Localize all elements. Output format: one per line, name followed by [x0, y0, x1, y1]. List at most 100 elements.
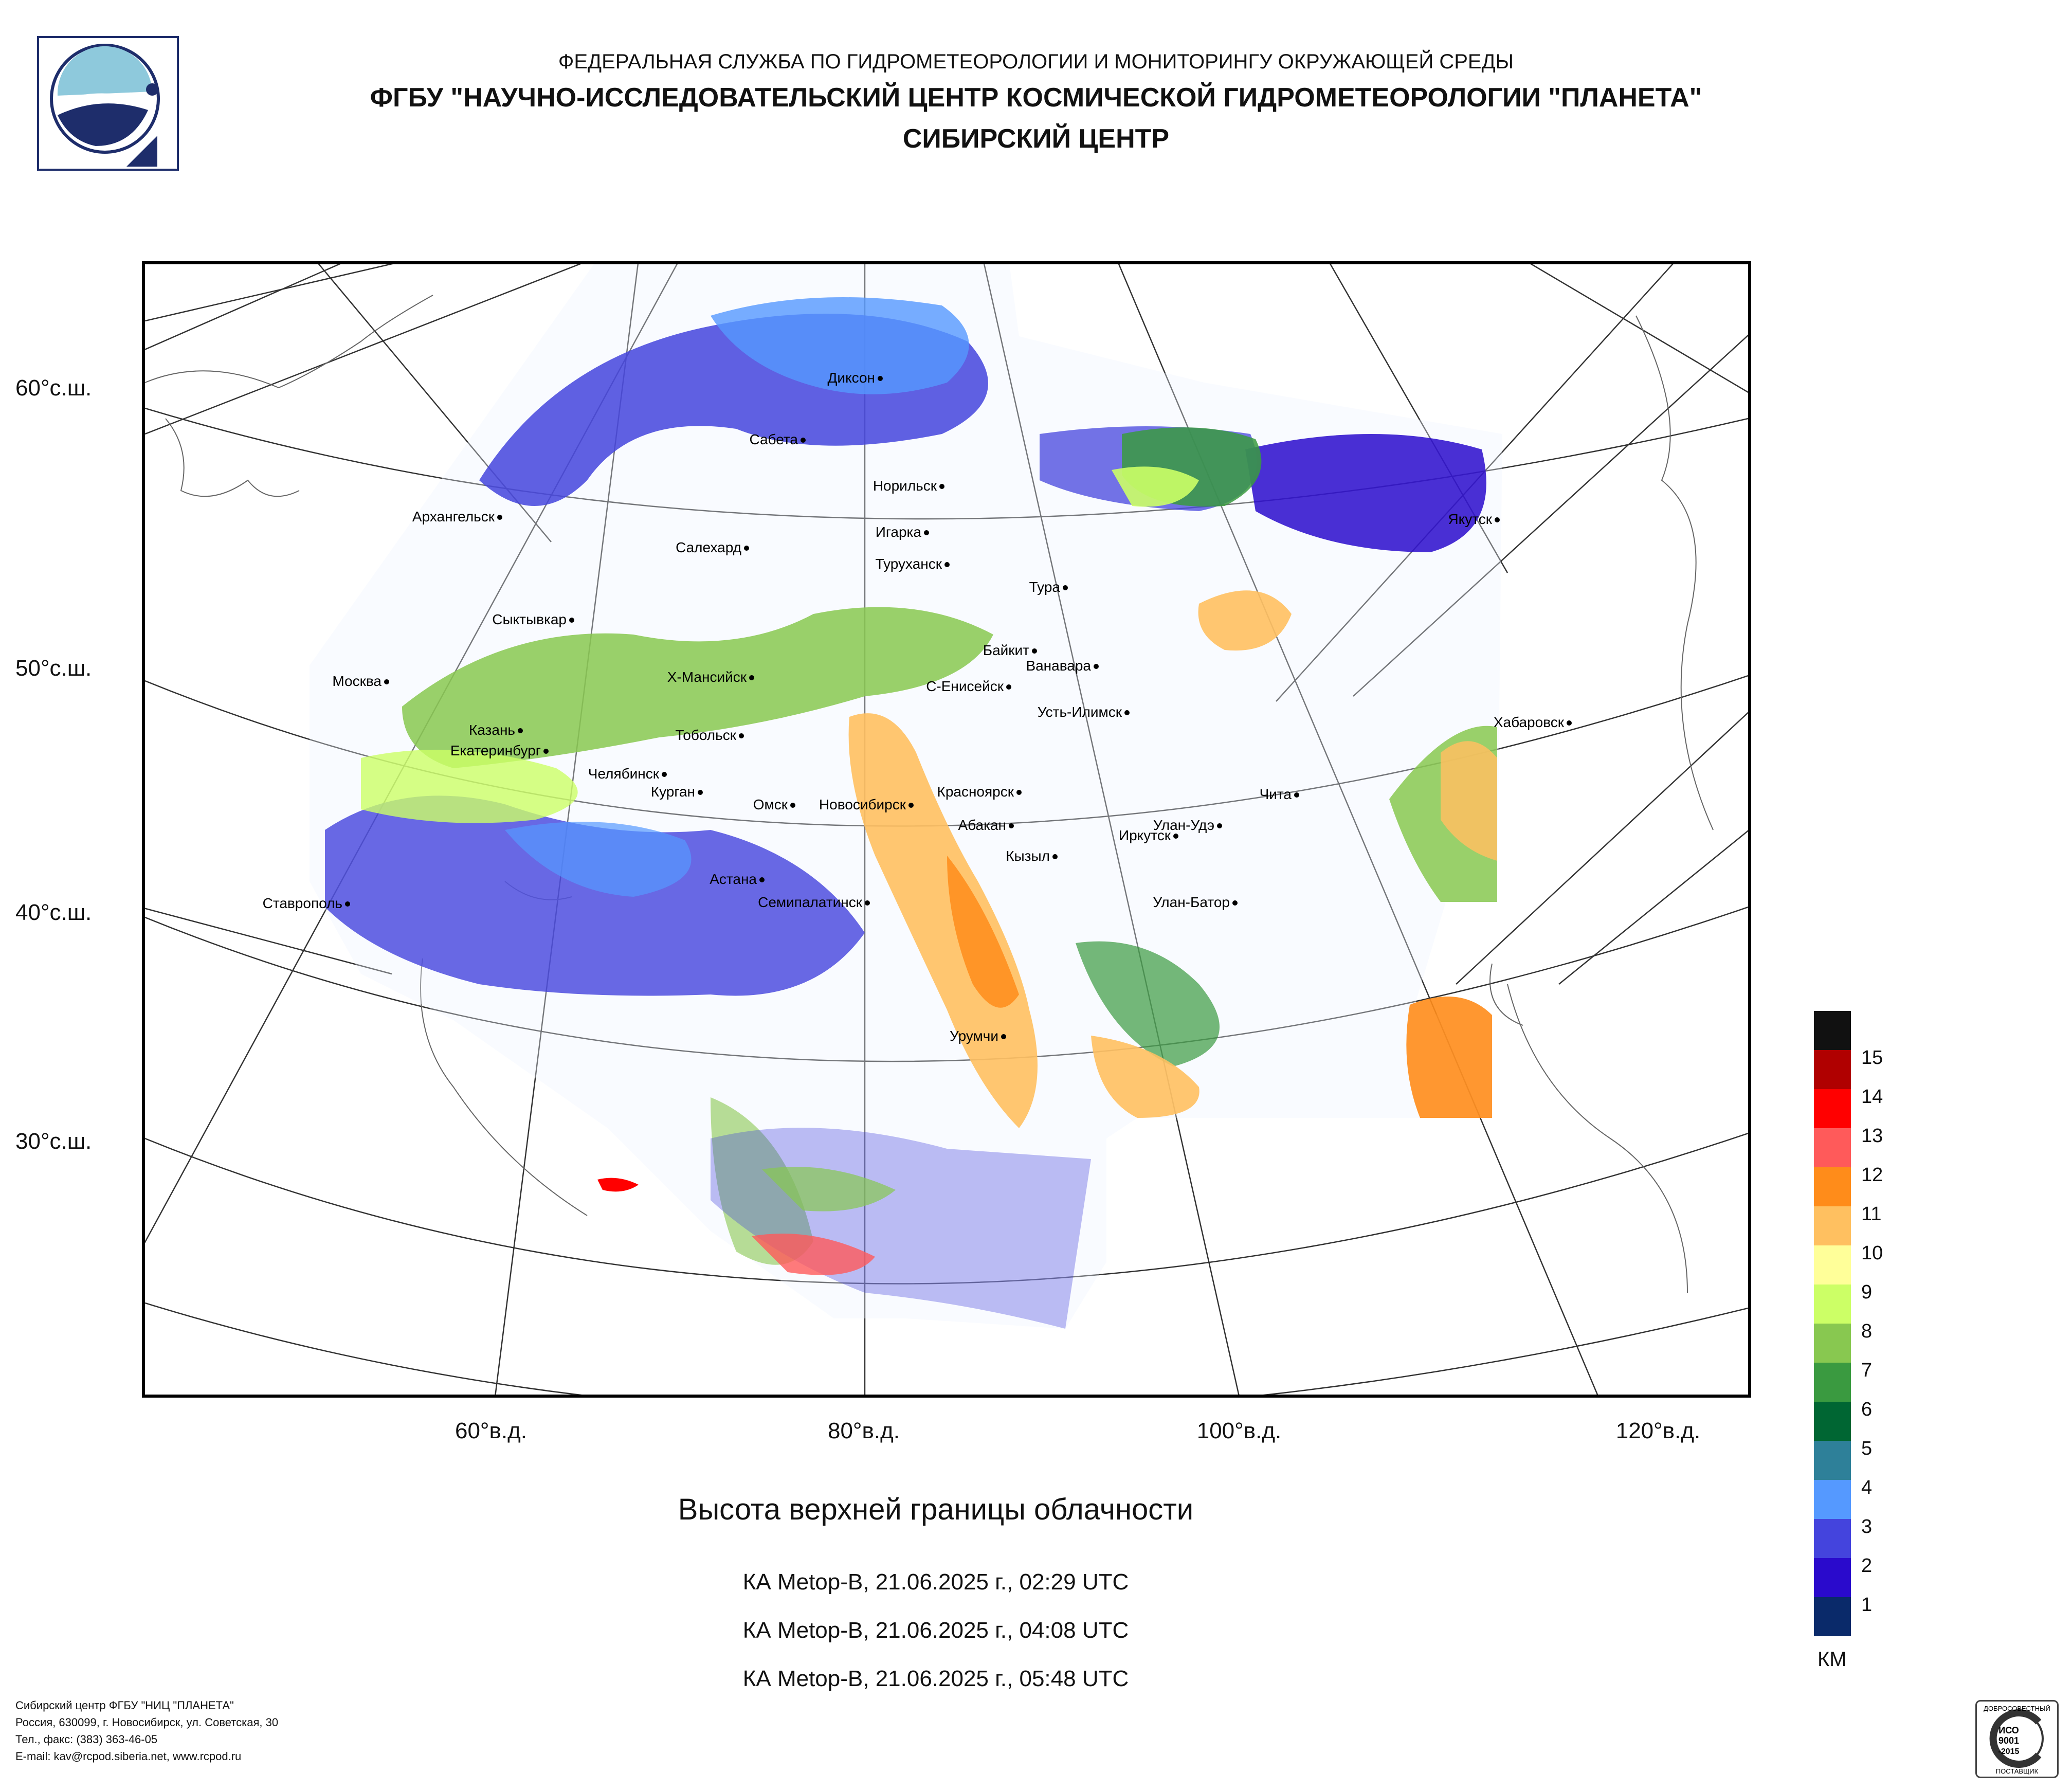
- legend-swatch: [1814, 1089, 1851, 1128]
- city-label: Тура: [1029, 579, 1061, 595]
- legend-label: 4: [1861, 1477, 1873, 1498]
- city-label: Х-Мансийск: [667, 669, 747, 685]
- lat-label-30: 30°с.ш.: [15, 1129, 92, 1154]
- city-label: Челябинск: [588, 766, 660, 782]
- city-marker: [518, 728, 523, 733]
- city-marker: [1016, 790, 1022, 795]
- city-label: Москва: [332, 673, 381, 689]
- legend-label: 11: [1861, 1203, 1882, 1225]
- city-marker: [865, 900, 870, 906]
- city-marker: [1124, 710, 1130, 715]
- legend-label: 5: [1861, 1438, 1873, 1459]
- legend-swatch: [1814, 1402, 1851, 1441]
- city-marker: [384, 679, 389, 684]
- legend-swatch: [1814, 1167, 1851, 1206]
- legend-swatch: [1814, 1480, 1851, 1519]
- legend-label: 10: [1861, 1242, 1883, 1264]
- city-label: Омск: [753, 797, 788, 812]
- city-label: Тобольск: [675, 727, 736, 743]
- legend-label: 7: [1861, 1360, 1873, 1381]
- city-marker: [1001, 1034, 1006, 1039]
- lon-label-120: 120°в.д.: [1615, 1418, 1701, 1443]
- legend-label: 8: [1861, 1320, 1873, 1342]
- city-marker: [1094, 664, 1099, 669]
- legend-swatch: [1814, 1011, 1851, 1050]
- lon-label-80: 80°в.д.: [827, 1418, 900, 1443]
- city-label: Астана: [710, 871, 757, 887]
- map-title: Высота верхней границы облачности: [678, 1493, 1194, 1526]
- city-marker: [939, 484, 944, 489]
- legend-swatch: [1814, 1245, 1851, 1285]
- footer-email: E-mail: kav@rcpod.siberia.net, www.rcpod…: [15, 1750, 242, 1763]
- legend-label: 6: [1861, 1399, 1873, 1420]
- city-marker: [1495, 517, 1500, 522]
- city-label: Сабета: [749, 431, 798, 447]
- logo: [37, 36, 179, 171]
- cert-bottom-text: ПОСТАВЩИК: [1996, 1767, 2039, 1775]
- city-marker: [543, 749, 549, 754]
- city-label: Диксон: [827, 370, 875, 386]
- city-marker: [944, 562, 950, 567]
- city-label: Семипалатинск: [758, 894, 863, 910]
- city-label: Хабаровск: [1494, 714, 1565, 730]
- city-marker: [1009, 823, 1014, 828]
- city-label: Урумчи: [950, 1028, 998, 1044]
- map-frame[interactable]: Диксон Сабета Норильск Архангельск Салехард И…: [142, 261, 1751, 1398]
- city-label: Ставрополь: [263, 895, 342, 911]
- footer-address: Россия, 630099, г. Новосибирск, ул. Сове…: [15, 1716, 279, 1729]
- pass-3: КА Metop-B, 21.06.2025 г., 05:48 UTC: [742, 1666, 1129, 1691]
- legend-swatch: [1814, 1597, 1851, 1636]
- city-label: Кызыл: [1006, 848, 1050, 864]
- city-marker: [1032, 648, 1037, 654]
- city-marker: [1294, 792, 1299, 798]
- cert-2015-text: -2015: [1998, 1747, 2020, 1756]
- city-marker: [497, 515, 502, 520]
- legend-label: 2: [1861, 1555, 1873, 1577]
- city-marker: [759, 877, 765, 882]
- city-marker: [790, 803, 795, 808]
- cert-iso-text: ИСО: [1998, 1725, 2019, 1735]
- city-label: Новосибирск: [819, 797, 906, 812]
- iso-certificate-badge: ДОБРОСОВЕСТНЫЙ ИСО 9001 -2015 ПОСТАВЩИК: [1975, 1700, 2059, 1778]
- city-marker: [1006, 684, 1011, 690]
- legend-swatch: [1814, 1128, 1851, 1167]
- city-marker: [878, 376, 883, 381]
- planeta-emblem-icon: [50, 44, 160, 167]
- legend-label: 1: [1861, 1594, 1873, 1616]
- legend-swatch: [1814, 1519, 1851, 1558]
- header-agency: ФЕДЕРАЛЬНАЯ СЛУЖБА ПО ГИДРОМЕТЕОРОЛОГИИ …: [558, 50, 1514, 73]
- city-marker: [662, 772, 667, 777]
- cloud-top-map: Диксон Сабета Норильск Архангельск Салехард И…: [145, 264, 1748, 1395]
- legend-label: 14: [1861, 1086, 1883, 1108]
- legend-label: 12: [1861, 1164, 1883, 1186]
- city-marker: [739, 733, 744, 738]
- city-label: Байкит: [983, 642, 1029, 658]
- pass-1: КА Metop-B, 21.06.2025 г., 02:29 UTC: [742, 1569, 1129, 1595]
- cloud-swath: [310, 264, 1502, 1329]
- city-marker: [1052, 854, 1058, 859]
- header-center: СИБИРСКИЙ ЦЕНТР: [902, 124, 1170, 154]
- city-label: Салехард: [676, 539, 741, 555]
- city-label: Якутск: [1448, 511, 1492, 527]
- city-label: Абакан: [958, 817, 1006, 833]
- city-marker: [749, 675, 754, 680]
- city-label: Ванавара: [1026, 658, 1091, 674]
- city-marker: [744, 546, 749, 551]
- footer-contacts: Сибирский центр ФГБУ "НИЦ "ПЛАНЕТА" Росс…: [15, 1697, 278, 1765]
- city-label: Улан-Удэ: [1153, 817, 1214, 833]
- lat-label-40: 40°с.ш.: [15, 900, 92, 925]
- lat-label-50: 50°с.ш.: [15, 656, 92, 681]
- city-marker: [345, 901, 350, 907]
- city-label: Улан-Батор: [1153, 894, 1230, 910]
- legend-unit: КМ: [1817, 1648, 1847, 1671]
- city-label: Иркутск: [1119, 827, 1171, 843]
- legend-swatch: [1814, 1324, 1851, 1363]
- city-label: Курган: [651, 784, 695, 800]
- city-label: Сыктывкар: [492, 611, 567, 627]
- city-label: Казань: [469, 722, 515, 738]
- city-marker: [698, 790, 703, 795]
- iso-badge-icon: ДОБРОСОВЕСТНЫЙ ИСО 9001 -2015 ПОСТАВЩИК: [1984, 1705, 2050, 1775]
- legend-swatch: [1814, 1558, 1851, 1597]
- legend-swatch: [1814, 1363, 1851, 1402]
- legend-swatch: [1814, 1206, 1851, 1245]
